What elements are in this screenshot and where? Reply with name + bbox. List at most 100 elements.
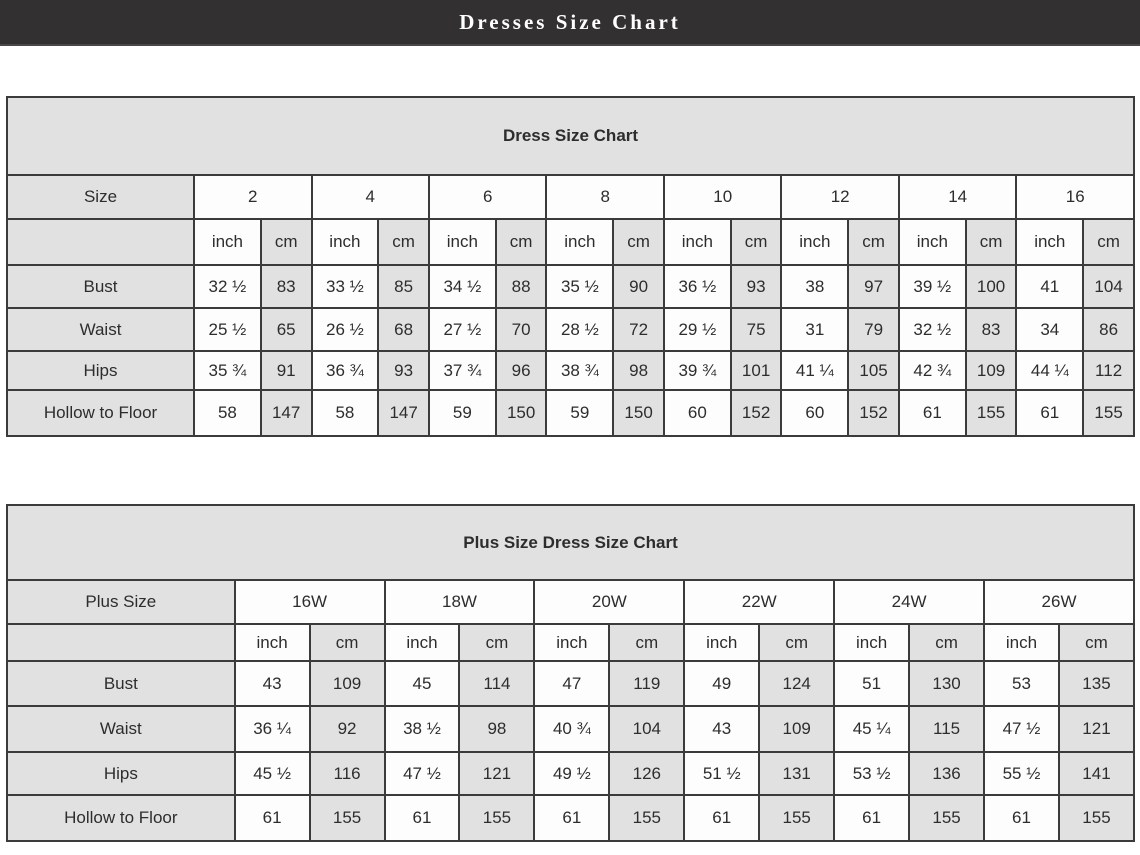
measurement-value-cm: 96: [494, 350, 548, 391]
measurement-value-inch: 45 ½: [233, 751, 311, 796]
unit-header-cm: cm: [259, 218, 313, 266]
measurement-value-cm: 90: [612, 264, 665, 309]
measurement-value-inch: 32 ½: [897, 307, 967, 352]
measurement-value-cm: 155: [1057, 794, 1136, 842]
measurement-value-cm: 115: [908, 705, 986, 753]
size-column-header: 12: [780, 174, 900, 220]
measurement-value-inch: 43: [233, 660, 311, 707]
unit-header-inch: inch: [833, 623, 911, 662]
measurement-value-inch: 34: [1015, 307, 1085, 352]
dress-size-chart-table: Dress Size Chart Size 2 4 6 8 10 12 14 16 inch cm in…: [5, 96, 1135, 437]
table-title-row: Dress Size Chart: [6, 96, 1135, 176]
unit-header-row: inch cm inch cm inch cm inch cm inch cm inch cm inch…: [5, 218, 1135, 266]
measurement-value-inch: 25 ½: [193, 307, 262, 352]
table-title-row: Plus Size Dress Size Chart: [6, 504, 1135, 581]
measurement-value-cm: 91: [259, 350, 313, 391]
measurement-value-inch: 36 ¼: [233, 705, 311, 753]
measurement-value-cm: 155: [908, 794, 986, 842]
measurement-value-inch: 28 ½: [545, 307, 615, 352]
measurement-value-cm: 121: [458, 751, 536, 796]
row-label: Hips: [6, 751, 236, 796]
row-label: Bust: [6, 660, 236, 707]
measurement-value-cm: 147: [377, 389, 430, 437]
measurement-value-inch: 44 ¼: [1015, 350, 1085, 391]
unit-header-inch: inch: [310, 218, 380, 266]
measurement-value-cm: 83: [259, 264, 313, 309]
measurement-value-cm: 155: [308, 794, 386, 842]
measurement-value-cm: 136: [908, 751, 986, 796]
size-header-row: Plus Size 16W 18W 20W 22W 24W 26W: [6, 579, 1135, 625]
unit-header-inch: inch: [683, 623, 761, 662]
measurement-value-inch: 36 ¾: [310, 350, 380, 391]
unit-header-inch: inch: [545, 218, 615, 266]
unit-corner-blank: [5, 218, 196, 266]
measurement-value-inch: 47 ½: [983, 705, 1060, 753]
measurement-row: Hollow to Floor 61 155 61 155 61 155 61 155 61 155…: [6, 794, 1136, 842]
measurement-value-cm: 98: [458, 705, 536, 753]
measurement-value-inch: 61: [1015, 389, 1085, 437]
measurement-value-cm: 141: [1057, 751, 1136, 796]
measurement-value-cm: 155: [458, 794, 536, 842]
unit-corner-blank: [6, 623, 236, 662]
measurement-value-cm: 92: [308, 705, 386, 753]
measurement-value-inch: 37 ¾: [427, 350, 497, 391]
measurement-value-inch: 51: [833, 660, 911, 707]
measurement-value-cm: 93: [729, 264, 783, 309]
measurement-value-inch: 58: [193, 389, 262, 437]
measurement-value-cm: 155: [1082, 389, 1135, 437]
unit-header-inch: inch: [383, 623, 461, 662]
row-label: Hollow to Floor: [6, 794, 236, 842]
measurement-value-cm: 88: [494, 264, 548, 309]
measurement-value-inch: 33 ½: [310, 264, 380, 309]
measurement-value-inch: 38 ¾: [545, 350, 615, 391]
size-column-header: 16W: [233, 579, 386, 625]
measurement-value-inch: 40 ¾: [533, 705, 611, 753]
table-title: Plus Size Dress Size Chart: [6, 504, 1135, 581]
size-column-header: 18W: [383, 579, 536, 625]
measurement-value-inch: 39 ¾: [662, 350, 732, 391]
measurement-value-inch: 61: [233, 794, 311, 842]
measurement-value-cm: 104: [1082, 264, 1135, 309]
unit-header-cm: cm: [377, 218, 430, 266]
row-label: Bust: [5, 264, 196, 309]
page-title-bar: Dresses Size Chart: [0, 0, 1140, 46]
measurement-value-inch: 31: [780, 307, 850, 352]
measurement-value-cm: 104: [608, 705, 686, 753]
measurement-value-inch: 39 ½: [897, 264, 967, 309]
measurement-value-inch: 61: [897, 389, 967, 437]
unit-header-inch: inch: [1015, 218, 1085, 266]
measurement-value-cm: 121: [1057, 705, 1136, 753]
size-column-header: 22W: [683, 579, 836, 625]
size-corner-label: Plus Size: [6, 579, 236, 625]
measurement-value-cm: 101: [729, 350, 783, 391]
size-corner-label: Size: [5, 174, 196, 220]
measurement-value-cm: 109: [964, 350, 1018, 391]
measurement-value-cm: 100: [964, 264, 1018, 309]
size-header-row: Size 2 4 6 8 10 12 14 16: [5, 174, 1135, 220]
measurement-value-cm: 150: [612, 389, 665, 437]
measurement-value-inch: 49 ½: [533, 751, 611, 796]
measurement-value-cm: 130: [908, 660, 986, 707]
measurement-value-cm: 112: [1082, 350, 1135, 391]
measurement-value-cm: 155: [758, 794, 836, 842]
unit-header-cm: cm: [964, 218, 1018, 266]
size-column-header: 20W: [533, 579, 686, 625]
unit-header-cm: cm: [458, 623, 536, 662]
unit-header-inch: inch: [897, 218, 967, 266]
size-column-header: 26W: [983, 579, 1135, 625]
unit-header-cm: cm: [1057, 623, 1136, 662]
measurement-value-inch: 32 ½: [193, 264, 262, 309]
measurement-value-cm: 109: [758, 705, 836, 753]
measurement-value-cm: 152: [847, 389, 900, 437]
row-label: Hips: [5, 350, 196, 391]
measurement-row: Bust 43 109 45 114 47 119 49 124 51 130 53 135: [6, 660, 1136, 707]
measurement-value-inch: 47: [533, 660, 611, 707]
measurement-value-cm: 109: [308, 660, 386, 707]
table-title: Dress Size Chart: [6, 96, 1135, 176]
measurement-value-inch: 35 ½: [545, 264, 615, 309]
measurement-value-inch: 41 ¼: [780, 350, 850, 391]
measurement-value-cm: 150: [494, 389, 548, 437]
unit-header-cm: cm: [847, 218, 900, 266]
unit-header-cm: cm: [758, 623, 836, 662]
